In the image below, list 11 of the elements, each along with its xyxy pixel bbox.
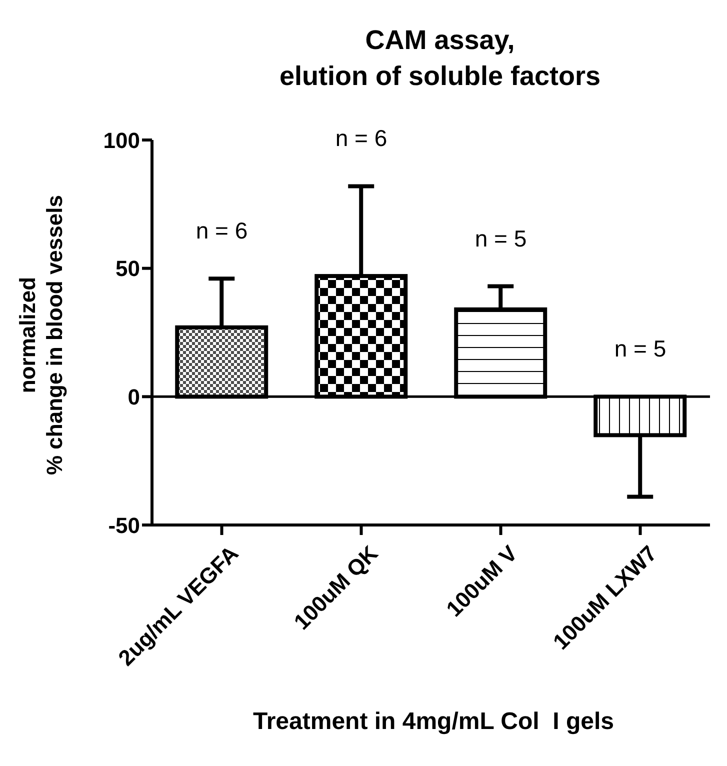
y-tick-label: 50 — [116, 256, 140, 282]
y-tick-label: 100 — [103, 128, 140, 153]
annotation: n = 6 — [196, 218, 248, 244]
annotation: n = 6 — [335, 125, 388, 152]
x-axis-title: Treatment in 4mg/mL Col I gels — [252, 708, 615, 736]
y-axis-title: normalized % change in blood vessels — [14, 194, 68, 477]
y-tick-label: -50 — [108, 512, 140, 538]
y-tick-label: 0 — [128, 384, 140, 410]
chart-title: CAM assay, elution of soluble factors — [278, 24, 602, 93]
annotation: n = 5 — [614, 336, 666, 362]
annotation: n = 5 — [474, 225, 527, 252]
